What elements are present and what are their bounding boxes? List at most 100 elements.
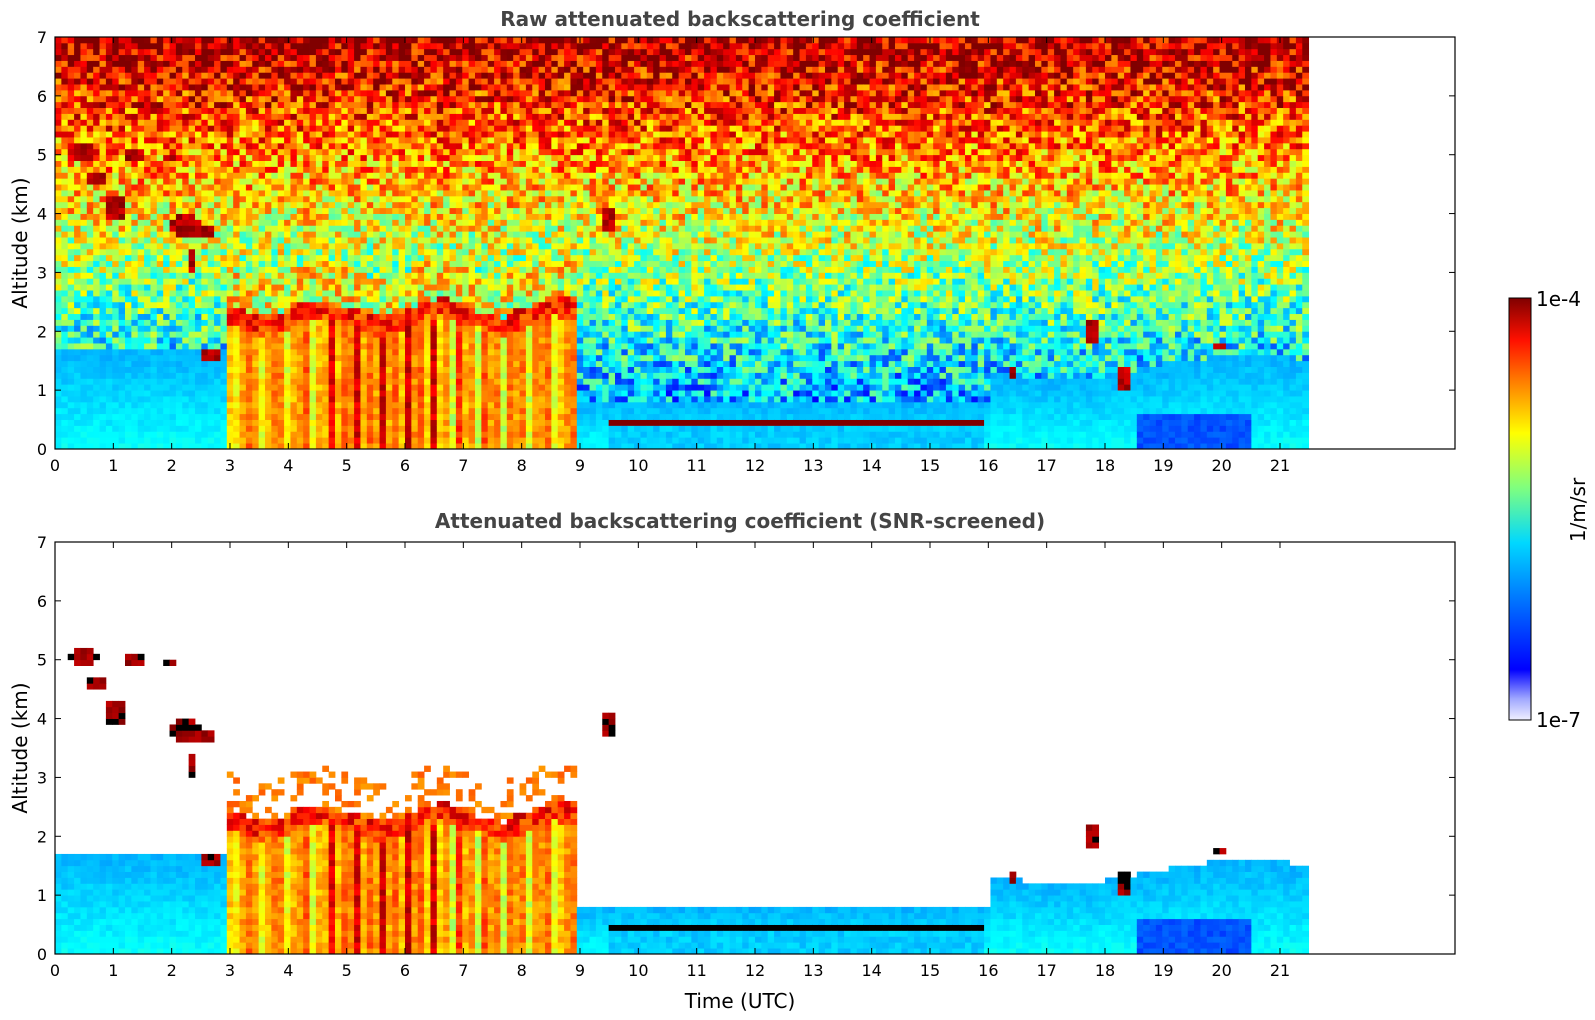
heatmap-cell <box>239 319 247 326</box>
heatmap-cell <box>449 131 457 138</box>
heatmap-cell <box>118 413 126 420</box>
heatmap-cell <box>80 248 88 256</box>
heatmap-cell <box>424 48 431 56</box>
heatmap-cell <box>137 190 145 197</box>
heatmap-cell <box>322 48 330 56</box>
heatmap-cell <box>449 290 457 297</box>
heatmap-cell <box>322 390 330 397</box>
heatmap-cell <box>455 437 463 444</box>
heatmap-cell <box>303 231 310 238</box>
heatmap-cell <box>131 319 139 326</box>
heatmap-cell <box>86 325 94 332</box>
heatmap-cell <box>61 172 69 179</box>
heatmap-cell <box>226 419 234 426</box>
heatmap-cell <box>462 325 470 332</box>
heatmap-cell <box>392 84 400 91</box>
heatmap-cell <box>169 37 177 44</box>
heatmap-cell <box>303 42 310 50</box>
heatmap-cell <box>284 384 291 391</box>
heatmap-cell <box>214 290 221 297</box>
heatmap-cell <box>188 248 196 256</box>
heatmap-cell <box>277 78 285 85</box>
heatmap-cell <box>443 407 450 415</box>
heatmap-cell <box>392 348 400 356</box>
heatmap-cell <box>207 172 215 179</box>
heatmap-cell <box>290 307 298 315</box>
heatmap-cell <box>366 343 374 350</box>
heatmap-cell <box>182 207 190 214</box>
heatmap-cell <box>506 372 514 379</box>
heatmap-cell <box>398 437 406 444</box>
heatmap-cell <box>61 425 69 432</box>
heatmap-cell <box>74 443 81 450</box>
heatmap-cell <box>296 366 304 373</box>
heatmap-cell <box>118 148 126 156</box>
heatmap-cell <box>258 190 266 197</box>
heatmap-cell <box>424 160 431 167</box>
heatmap-cell <box>99 284 107 291</box>
heatmap-cell <box>398 313 406 320</box>
heatmap-cell <box>188 443 196 450</box>
heatmap-cell <box>112 172 120 179</box>
heatmap-cell <box>436 401 444 409</box>
heatmap-cell <box>67 54 75 61</box>
heatmap-cell <box>487 278 495 285</box>
heatmap-cell <box>93 89 100 97</box>
heatmap-cell <box>86 301 94 309</box>
heatmap-cell <box>500 325 508 332</box>
heatmap-cell <box>55 325 62 332</box>
heatmap-cell <box>271 237 279 244</box>
heatmap-cell <box>347 195 355 203</box>
heatmap-cell <box>201 95 209 103</box>
heatmap-cell <box>385 266 393 273</box>
heatmap-cell <box>309 231 317 238</box>
heatmap-cell <box>207 184 215 191</box>
heatmap-cell <box>379 284 387 291</box>
heatmap-cell <box>436 243 444 250</box>
heatmap-cell <box>411 301 419 309</box>
heatmap-cell <box>175 54 183 61</box>
heatmap-cell <box>258 307 266 315</box>
heatmap-cell <box>481 42 489 50</box>
heatmap-cell <box>309 113 317 120</box>
heatmap-cell <box>360 260 368 267</box>
heatmap-cell <box>315 237 323 244</box>
heatmap-cell <box>80 119 88 126</box>
heatmap-cell <box>494 54 501 61</box>
heatmap-cell <box>214 390 221 397</box>
heatmap-cell <box>175 37 183 44</box>
heatmap-cell <box>207 154 215 161</box>
heatmap-cell <box>252 142 260 150</box>
heatmap-cell <box>424 243 431 250</box>
heatmap-cell <box>366 231 374 238</box>
heatmap-cell <box>80 37 88 44</box>
heatmap-cell <box>207 390 215 397</box>
heatmap-cell <box>354 60 361 67</box>
heatmap-cell <box>424 360 431 367</box>
heatmap-cell <box>366 354 374 362</box>
heatmap-cell <box>347 78 355 85</box>
heatmap-cell <box>233 54 240 61</box>
heatmap-cell <box>455 372 463 379</box>
heatmap-cell <box>296 343 304 350</box>
heatmap-cell <box>156 243 164 250</box>
heatmap-cell <box>80 60 88 67</box>
heatmap-cell <box>443 401 450 409</box>
heatmap-cell <box>99 378 107 385</box>
heatmap-cell <box>245 248 253 256</box>
heatmap-cell <box>322 354 330 362</box>
heatmap-cell <box>99 295 107 303</box>
heatmap-cell <box>156 119 164 126</box>
heatmap-cell <box>233 396 240 403</box>
heatmap-cell <box>506 413 514 420</box>
heatmap-cell <box>201 119 209 126</box>
heatmap-cell <box>449 195 457 203</box>
heatmap-cell <box>188 131 196 138</box>
heatmap-cell <box>455 190 463 197</box>
heatmap-cell <box>360 54 368 61</box>
heatmap-cell <box>150 84 158 91</box>
heatmap-cell <box>481 278 489 285</box>
heatmap-cell <box>131 219 139 226</box>
heatmap-cell <box>373 184 380 191</box>
heatmap-cell <box>118 407 126 415</box>
